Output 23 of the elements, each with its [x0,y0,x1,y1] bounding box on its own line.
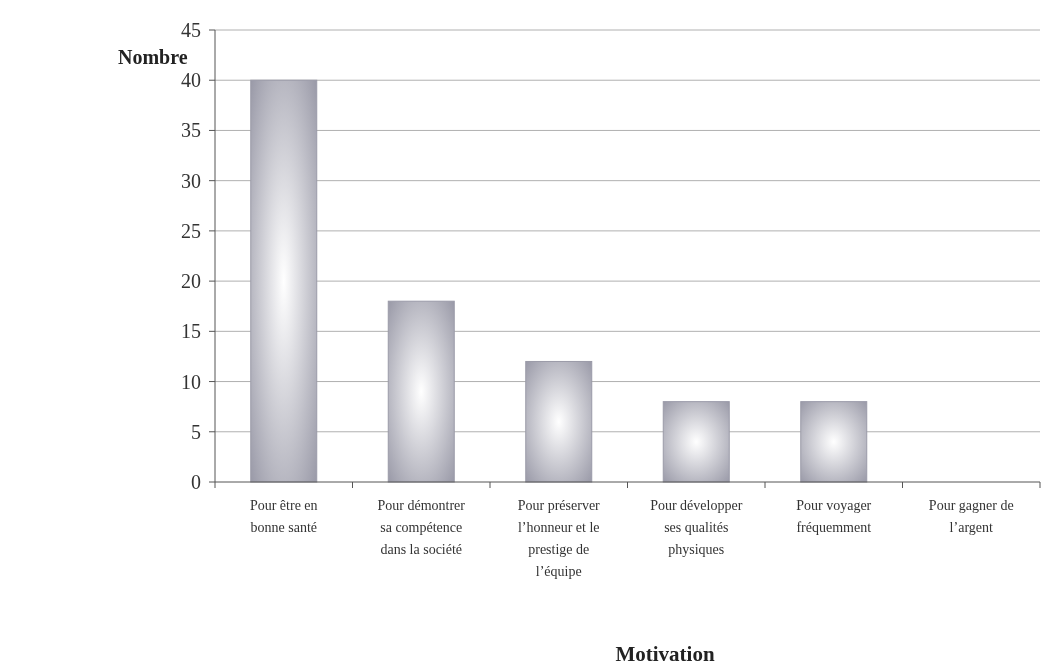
y-tick-label: 45 [181,19,201,41]
x-tick-label: Pour démontrer sa compétence dans la société [377,498,466,557]
x-axis-title: Motivation [615,642,715,666]
x-tick-label: Pour développer ses qualités physiques [650,498,743,557]
x-tick-label: Pour préserver l’honneur et le prestige de l’équipe [517,498,601,579]
bar [387,300,455,483]
x-tick-label: Pour voyager fréquemment [796,498,872,535]
y-tick-label: 20 [181,270,201,293]
y-tick-label: 5 [191,420,201,443]
bar [662,401,730,483]
y-tick-label: 15 [181,320,201,343]
bar [250,79,318,483]
y-tick-label: 35 [181,119,201,142]
y-tick-label: 10 [181,370,201,393]
x-tick-label: Pour être en bonne santé [249,498,318,535]
x-tick-label: Pour gagner de l’argent [928,498,1014,535]
bar [525,360,593,483]
y-tick-label: 25 [181,219,201,242]
y-axis-title: Nombre [118,46,188,68]
bar [800,401,868,483]
y-tick-label: 40 [181,69,201,92]
y-tick-label: 30 [181,169,201,192]
y-tick-label: 0 [191,471,201,493]
